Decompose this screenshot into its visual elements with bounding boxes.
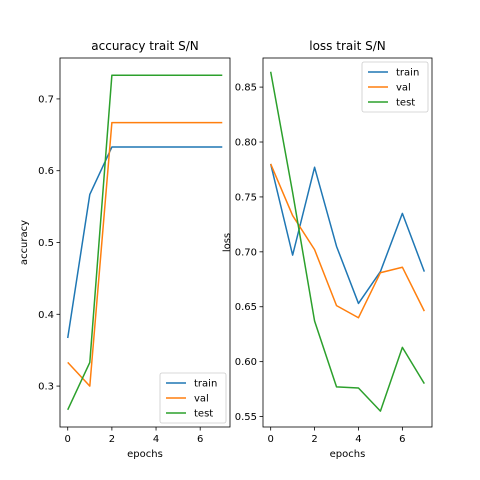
accuracy-legend-label-train: train: [194, 379, 217, 390]
loss-y-tick-label: 0.55: [235, 412, 257, 423]
accuracy-y-tick-label: 0.3: [38, 382, 54, 393]
loss-x-tick-label: 6: [399, 434, 405, 445]
accuracy-y-tick-label: 0.5: [38, 238, 54, 249]
loss-x-axis-label: epochs: [330, 449, 366, 460]
loss-y-tick-label: 0.80: [235, 138, 257, 149]
loss-y-tick-label: 0.60: [235, 357, 257, 368]
accuracy-series-line-train: [66, 146, 223, 339]
accuracy-x-tick-label: 4: [153, 434, 159, 445]
loss-series-line-val: [269, 163, 425, 319]
loss-legend-label-test: test: [396, 98, 415, 109]
loss-y-axis-label: loss: [222, 233, 233, 252]
loss-y-tick-label: 0.65: [235, 302, 257, 313]
loss-y-tick-label: 0.70: [235, 247, 257, 258]
accuracy-y-axis-label: accuracy: [19, 220, 30, 265]
accuracy-series-line-test: [67, 74, 223, 411]
loss-chart-title: loss trait S/N: [309, 39, 385, 53]
loss-axes-frame: [262, 57, 433, 428]
loss-legend-box: [361, 61, 429, 113]
accuracy-legend-label-test: test: [194, 409, 213, 420]
accuracy-series-line-val: [67, 121, 223, 387]
loss-series-line-test: [269, 71, 425, 412]
accuracy-legend-label-val: val: [194, 394, 209, 405]
loss-x-tick-label: 4: [355, 434, 361, 445]
loss-y-tick-label: 0.85: [235, 83, 257, 94]
loss-x-tick-label: 2: [311, 434, 317, 445]
loss-series-line-train: [269, 163, 426, 305]
loss-x-tick-label: 0: [267, 434, 273, 445]
accuracy-y-tick-label: 0.6: [38, 166, 54, 177]
loss-y-tick-label: 0.75: [235, 192, 257, 203]
accuracy-y-tick-label: 0.7: [38, 94, 54, 105]
loss-legend-label-val: val: [396, 83, 411, 94]
accuracy-chart-title: accuracy trait S/N: [91, 39, 198, 53]
accuracy-x-tick-label: 2: [109, 434, 115, 445]
accuracy-y-tick-label: 0.4: [38, 310, 54, 321]
loss-chart: loss trait S/N 0 2 4 6 0.55 0.60 0.65 0.70 0.75 0.…: [222, 39, 433, 460]
accuracy-x-tick-label: 0: [65, 434, 71, 445]
accuracy-legend-box: [159, 372, 227, 424]
loss-legend-label-train: train: [396, 68, 419, 79]
accuracy-chart: accuracy trait S/N 0 2 4 6 0.3 0.4 0.5 0.6 0.7 epo…: [19, 39, 231, 460]
accuracy-x-tick-label: 6: [197, 434, 203, 445]
accuracy-legend: train val test: [159, 372, 227, 424]
loss-legend: train val test: [361, 61, 429, 113]
accuracy-x-axis-label: epochs: [127, 449, 163, 460]
